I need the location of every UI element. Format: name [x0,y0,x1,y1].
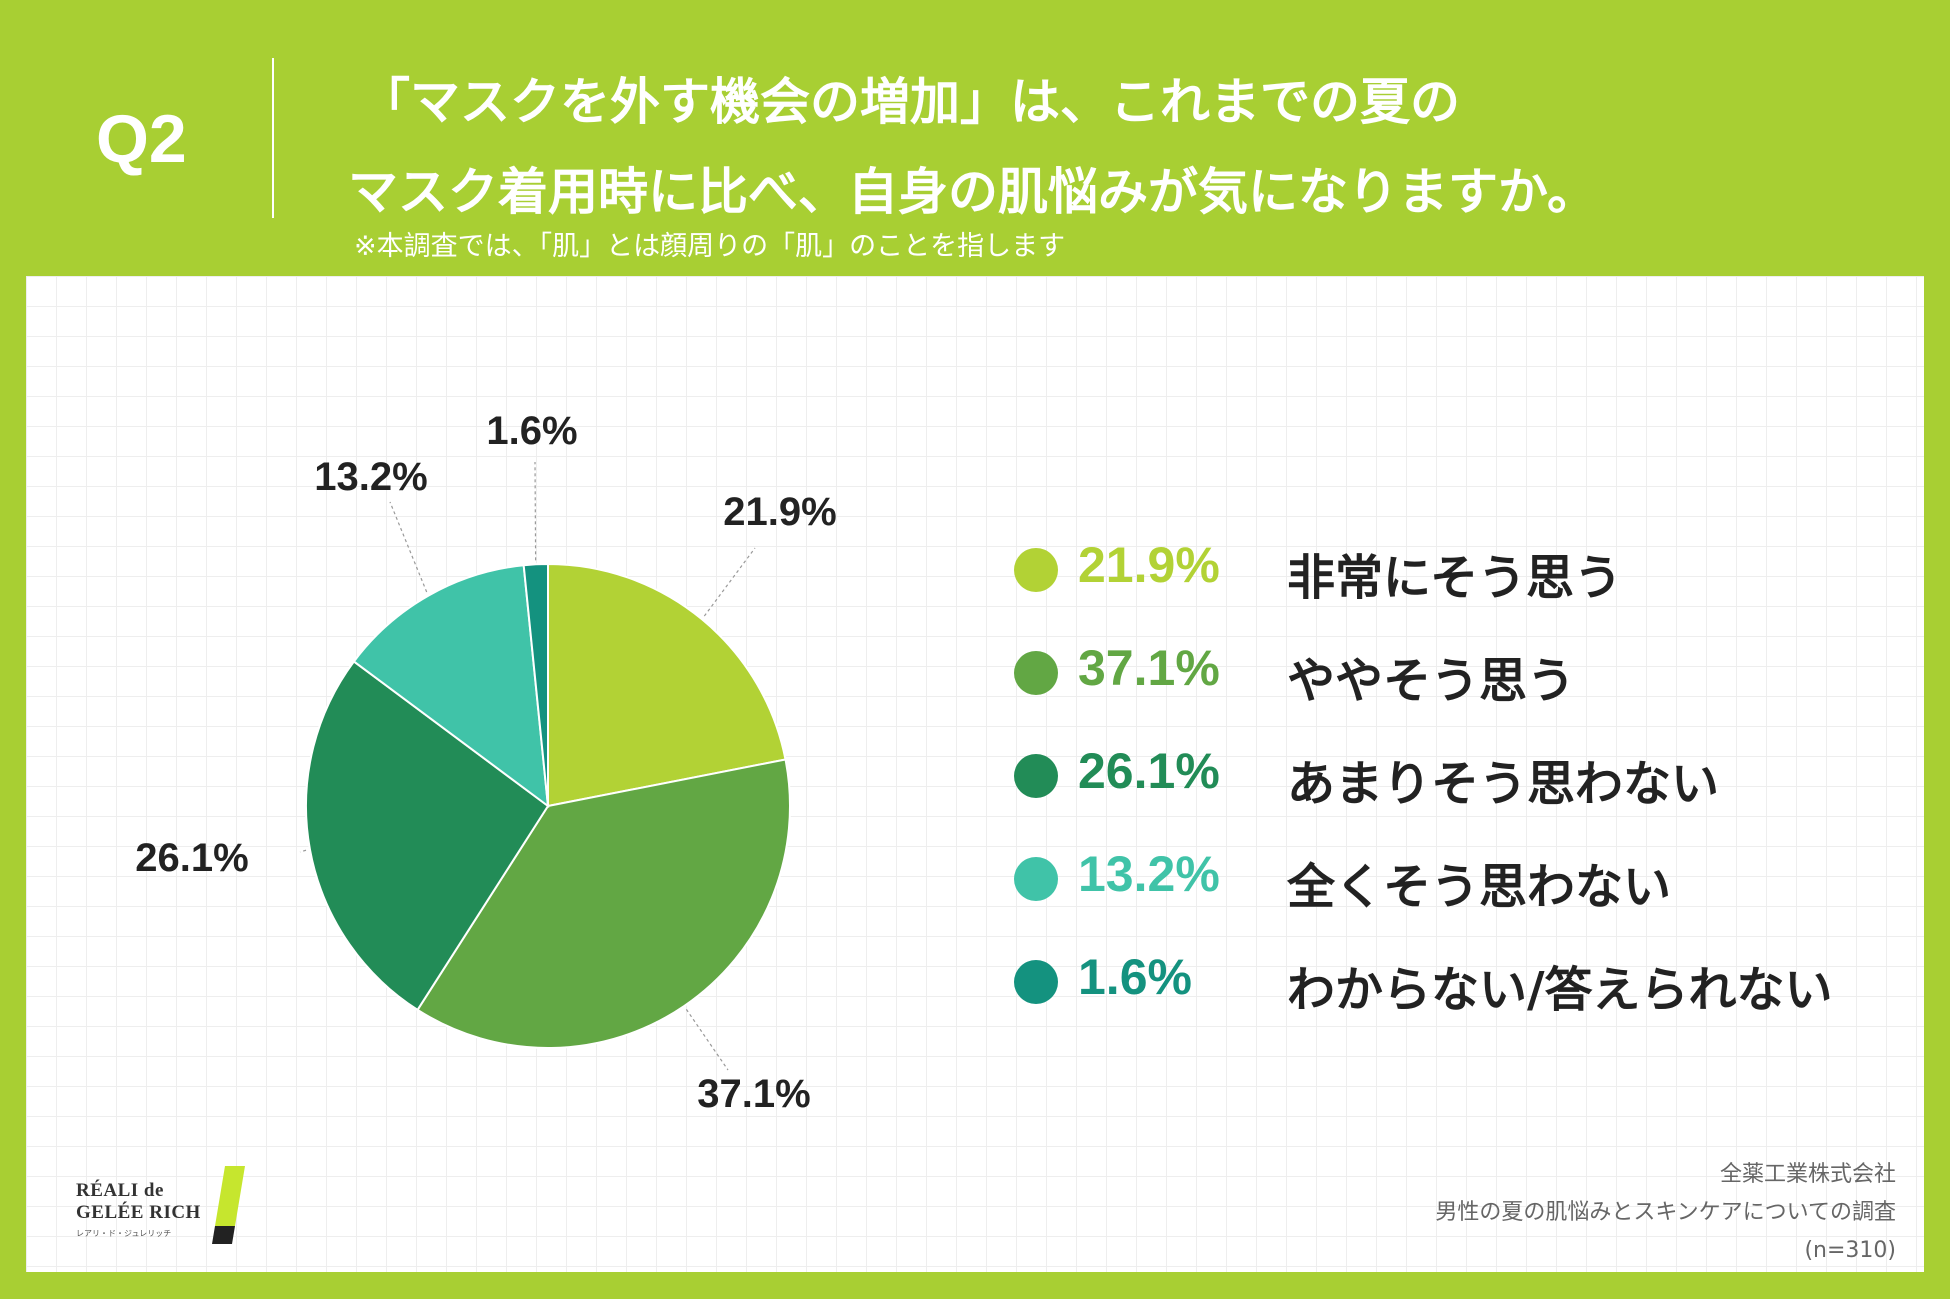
pie-data-label: 37.1% [697,1072,810,1116]
source-company: 全薬工業株式会社 [1719,1162,1896,1187]
legend-label: 全くそう思わない [1287,859,1672,915]
brand-kana: レアリ・ド・ジュレリッチ [76,1229,172,1238]
pie-slice [352,564,550,809]
source-sample-size: (n=310) [1804,1238,1896,1263]
legend-label: わからない/答えられない [1287,962,1833,1018]
survey-note: ※本調査では、「肌」とは顔周りの「肌」のことを指します [354,231,1066,262]
brand-name-line-1: RÉALI de [76,1180,164,1201]
title-line-2: マスク着用時に比べ、自身の肌悩みが気になりますか。 [348,163,1597,221]
brand-logo: RÉALI de GELÉE RICH レアリ・ド・ジュレリッチ [44,1152,264,1248]
legend-swatch [1014,857,1058,901]
pie-slice [547,562,787,808]
legend-swatch [1014,548,1058,592]
pie-slice [416,758,791,1049]
legend-label: 非常にそう思う [1287,550,1623,606]
pie-slice [305,660,550,1012]
legend-swatch [1014,651,1058,695]
leader-line [389,501,428,593]
legend-swatch [1014,960,1058,1004]
legend-percent: 37.1% [1078,640,1220,696]
source-credit: 全薬工業株式会社 男性の夏の肌悩みとスキンケアについての調査 (n=310) [1435,1156,1896,1270]
legend-percent: 21.9% [1078,537,1220,593]
pie-data-label: 1.6% [486,409,577,453]
legend-percent: 13.2% [1078,846,1220,902]
legend-label: あまりそう思わない [1287,756,1720,812]
brand-name-line-2: GELÉE RICH [76,1202,201,1223]
pie-data-label: 13.2% [314,455,427,499]
leader-line [299,849,307,853]
leader-line [703,547,756,617]
legend-swatch [1014,754,1058,798]
legend-percent: 26.1% [1078,743,1220,799]
leader-line [685,1009,729,1071]
pie-data-label: 21.9% [723,490,836,534]
leader-line [534,461,537,561]
header: Q2 「マスクを外す機会の増加」は、これまでの夏の マスク着用時に比べ、自身の肌… [0,0,1950,272]
pie-data-label: 26.1% [135,836,248,880]
brand-stick-icon [212,1166,245,1244]
legend-percent: 1.6% [1078,949,1192,1005]
pie-slice [522,562,549,807]
header-divider [272,58,274,218]
source-survey-title: 男性の夏の肌悩みとスキンケアについての調査 [1435,1200,1896,1225]
title-line-1: 「マスクを外す機会の増加」は、これまでの夏の [360,73,1460,131]
question-label: Q2 [96,101,187,177]
legend-label: ややそう思う [1287,653,1576,709]
